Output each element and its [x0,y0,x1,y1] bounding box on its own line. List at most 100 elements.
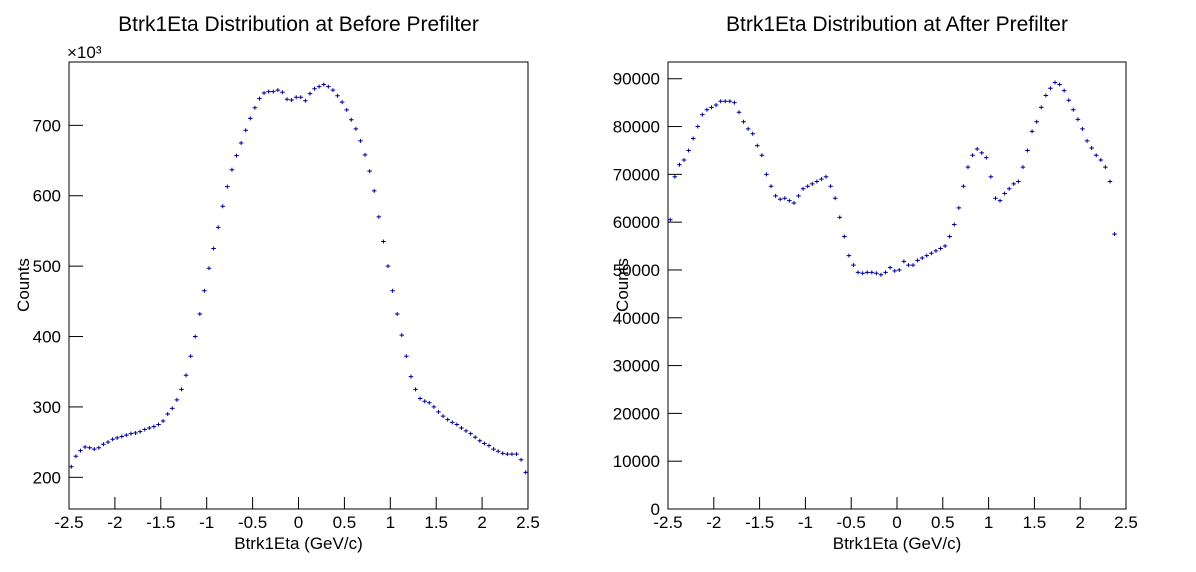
histogram-point [800,186,806,191]
histogram-point [69,464,74,469]
histogram-point [695,124,701,129]
histogram-point [128,431,134,436]
histogram-point [1043,93,1049,98]
histogram-point [1089,146,1094,151]
histogram-point [449,420,455,425]
histogram-point [91,447,97,452]
histogram-point [206,266,212,271]
histogram-point [764,172,769,177]
histogram-point [137,429,143,434]
x-tick-label: -1.5 [745,513,774,532]
histogram-point [371,188,377,193]
histogram-point [459,426,464,431]
histogram-point [984,155,989,160]
histogram-point [668,217,673,222]
histogram-point [782,196,788,201]
histogram-point [864,270,870,275]
histogram-point [718,99,723,104]
histogram-point [851,263,856,268]
x-tick-label: 0 [294,513,303,532]
histogram-point [1098,158,1104,163]
histogram-point [750,131,756,136]
histogram-point [514,452,519,457]
histogram-point [933,248,939,253]
histogram-point [1002,191,1007,196]
histogram-point [1075,117,1081,122]
histogram-point [243,128,249,133]
histogram-point [919,256,925,261]
histogram-point [805,184,810,189]
histogram-point [773,193,778,198]
histogram-point [238,140,244,145]
y-tick-label: 0 [651,500,660,519]
histogram-point [220,204,226,209]
histogram-point [124,433,129,438]
histogram-point [202,288,207,293]
x-tick-label: 2 [1075,513,1084,532]
histogram-point [947,234,952,239]
x-tick-label: -1.5 [146,513,175,532]
histogram-point [114,435,120,440]
histogram-point [842,234,847,239]
y-tick-label: 50000 [613,261,660,280]
histogram-point [413,387,418,392]
y-tick-label: 600 [33,187,61,206]
x-tick-label: 2 [477,513,486,532]
histogram-point [101,442,106,447]
histogram-point [722,99,728,104]
histogram-point [787,198,792,203]
plot-frame [68,61,529,510]
y-tick-label: 10000 [613,452,660,471]
histogram-point [979,150,985,155]
histogram-point [938,246,943,251]
histogram-point [745,126,751,131]
histogram-point [518,457,524,462]
histogram-point [339,100,345,105]
histogram-point [472,435,478,440]
x-tick-label: 0.5 [333,513,357,532]
histogram-point [1020,165,1026,170]
histogram-point [270,89,276,94]
y-tick-label: 70000 [613,165,660,184]
histogram-point [777,197,783,202]
x-tick-label: 1 [386,513,395,532]
histogram-point [741,119,746,124]
y-tick-label: 40000 [613,309,660,328]
y-tick-label: 700 [33,116,61,135]
histogram-point [257,96,262,101]
histogram-point [454,422,460,427]
histogram-point [266,89,271,94]
histogram-point [482,441,487,446]
histogram-point [119,434,125,439]
x-tick-label: 1.5 [424,513,448,532]
histogram-point [1006,186,1012,191]
histogram-point [252,105,258,110]
histogram-point [509,452,515,457]
histogram-point [523,470,528,475]
histogram-point [910,263,916,268]
histogram-point [399,333,405,338]
histogram-point [736,110,742,115]
histogram-point [874,271,879,276]
histogram-point [823,174,829,179]
histogram-point [147,426,152,431]
histogram-point [390,288,395,293]
histogram-point [1107,179,1113,184]
histogram-point [445,417,450,422]
histogram-point [381,239,386,244]
x-axis-label: Btrk1Eta (GeV/c) [833,534,961,553]
y-axis-label: Counts [613,258,632,312]
histogram-point [427,400,432,405]
histogram-point [385,264,391,269]
histogram-point [284,97,290,102]
histogram-point [1048,86,1053,91]
histogram-point [404,354,409,359]
histogram-point [165,411,170,416]
x-axis-label: Btrk1Eta (GeV/c) [234,534,362,553]
x-tick-label: -2.5 [653,513,682,532]
histogram-point [505,452,510,457]
histogram-point [690,136,696,141]
histogram-point [956,205,962,210]
y-tick-label: 20000 [613,404,660,423]
